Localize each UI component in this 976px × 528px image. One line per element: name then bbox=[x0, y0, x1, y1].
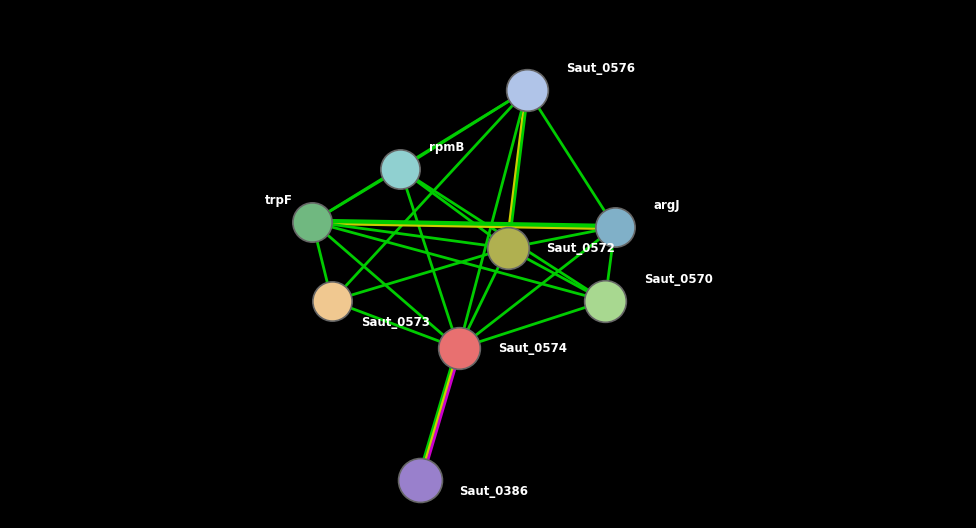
Text: argJ: argJ bbox=[654, 200, 680, 212]
Text: Saut_0570: Saut_0570 bbox=[644, 274, 713, 286]
Point bbox=[500, 244, 515, 252]
Point bbox=[597, 297, 613, 305]
Point bbox=[412, 476, 427, 485]
Point bbox=[324, 297, 340, 305]
Point bbox=[519, 86, 535, 94]
Text: Saut_0574: Saut_0574 bbox=[498, 342, 567, 355]
Point bbox=[305, 218, 320, 226]
Point bbox=[607, 223, 623, 231]
Text: Saut_0386: Saut_0386 bbox=[459, 485, 528, 497]
Point bbox=[451, 344, 467, 353]
Text: trpF: trpF bbox=[264, 194, 293, 207]
Point bbox=[392, 165, 408, 173]
Text: Saut_0572: Saut_0572 bbox=[547, 242, 616, 254]
Text: Saut_0573: Saut_0573 bbox=[361, 316, 430, 328]
Text: rpmB: rpmB bbox=[429, 142, 465, 154]
Text: Saut_0576: Saut_0576 bbox=[566, 62, 635, 75]
